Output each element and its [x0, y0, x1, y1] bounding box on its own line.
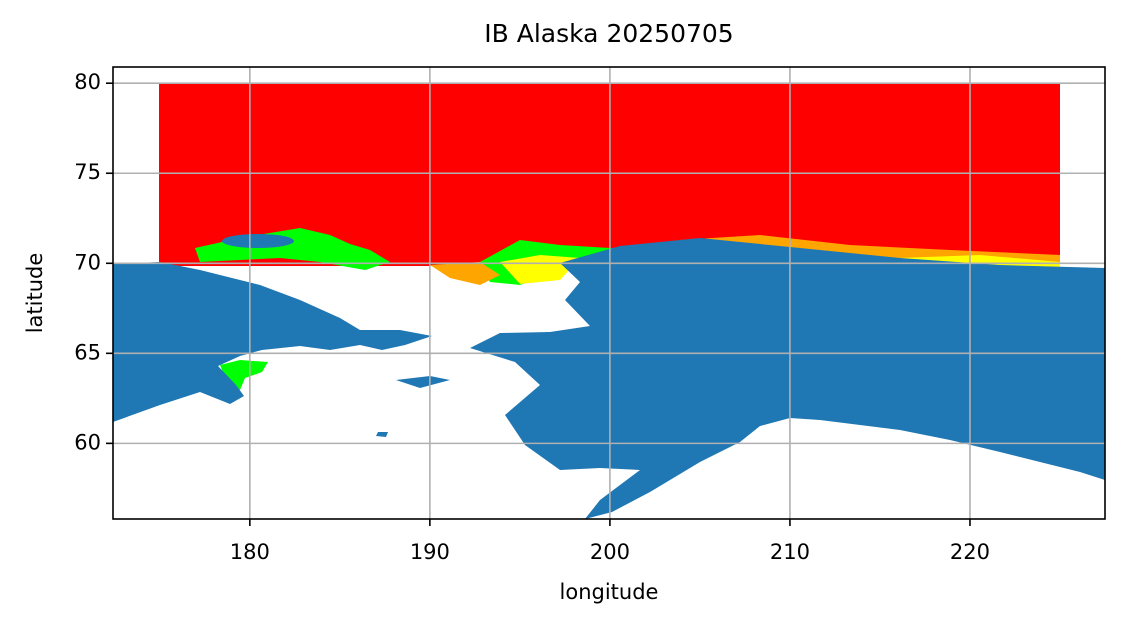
y-tick-label: 80 — [74, 70, 101, 94]
plot-area — [113, 84, 1105, 519]
x-tick-label: 190 — [410, 540, 450, 564]
ice-zone-yellow — [500, 255, 580, 284]
y-tick-label: 75 — [74, 160, 101, 184]
land — [396, 376, 450, 388]
x-tick-label: 200 — [590, 540, 630, 564]
land — [376, 432, 388, 437]
y-axis-label: latitude — [23, 253, 47, 334]
y-tick-label: 60 — [74, 430, 101, 454]
x-tick-label: 180 — [230, 540, 270, 564]
x-tick-label: 210 — [770, 540, 810, 564]
axes-frame — [112, 66, 1106, 520]
x-axis-label: longitude — [560, 580, 659, 604]
y-tick-label: 65 — [74, 340, 101, 364]
x-tick-label: 220 — [950, 540, 990, 564]
y-tick-label: 70 — [74, 250, 101, 274]
chart-title: IB Alaska 20250705 — [484, 19, 733, 48]
land — [470, 238, 1105, 519]
ice-zone-orange — [430, 262, 500, 285]
land — [113, 262, 432, 422]
lake — [222, 234, 294, 248]
